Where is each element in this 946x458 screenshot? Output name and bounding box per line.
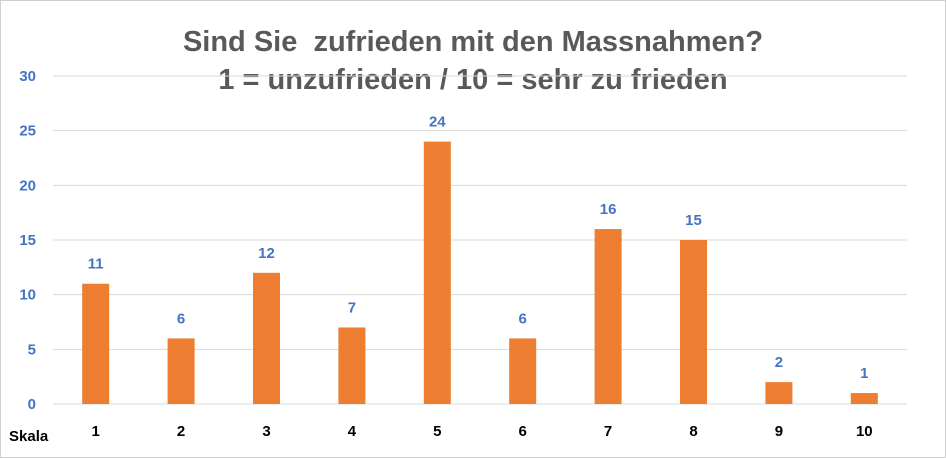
bar-10 — [850, 393, 878, 404]
data-label-10: 1 — [860, 365, 868, 382]
x-tick-label-2: 2 — [177, 423, 185, 440]
bar-3 — [253, 272, 280, 404]
chart-subtitle: 1 = unzufrieden / 10 = sehr zu frieden — [218, 64, 728, 96]
bar-2 — [167, 338, 195, 404]
y-tick-label-15: 15 — [19, 232, 36, 249]
data-label-3: 12 — [258, 245, 275, 262]
y-tick-label-10: 10 — [19, 287, 36, 304]
data-label-7: 16 — [600, 201, 617, 218]
chart-title: Sind Sie zufrieden mit den Massnahmen? — [182, 26, 764, 58]
data-label-9: 2 — [775, 354, 783, 371]
x-tick-label-7: 7 — [604, 423, 612, 440]
bar-6 — [509, 338, 537, 404]
bar-1 — [82, 283, 110, 404]
data-label-4: 7 — [348, 299, 356, 316]
x-tick-label-10: 10 — [856, 423, 873, 440]
y-tick-label-5: 5 — [28, 341, 36, 358]
data-label-6: 6 — [519, 310, 527, 327]
data-label-1: 11 — [88, 256, 104, 273]
x-tick-label-6: 6 — [519, 423, 527, 440]
x-tick-label-8: 8 — [689, 423, 697, 440]
bar-4 — [338, 327, 366, 404]
bar-5 — [423, 141, 451, 404]
x-tick-label-3: 3 — [262, 423, 270, 440]
x-tick-label-4: 4 — [348, 423, 357, 440]
bar-8 — [680, 240, 707, 404]
x-tick-label-9: 9 — [775, 423, 783, 440]
y-tick-label-30: 30 — [19, 68, 36, 85]
data-label-5: 24 — [429, 114, 446, 131]
x-axis-label: Skala — [9, 428, 49, 445]
bar-9 — [765, 382, 793, 404]
bar-7 — [594, 229, 622, 404]
x-tick-label-1: 1 — [92, 423, 100, 440]
y-tick-label-0: 0 — [28, 396, 36, 413]
y-tick-label-20: 20 — [19, 177, 36, 194]
y-tick-label-25: 25 — [19, 123, 36, 140]
data-label-8: 15 — [685, 212, 702, 229]
x-tick-label-5: 5 — [433, 423, 441, 440]
data-label-2: 6 — [177, 310, 185, 327]
